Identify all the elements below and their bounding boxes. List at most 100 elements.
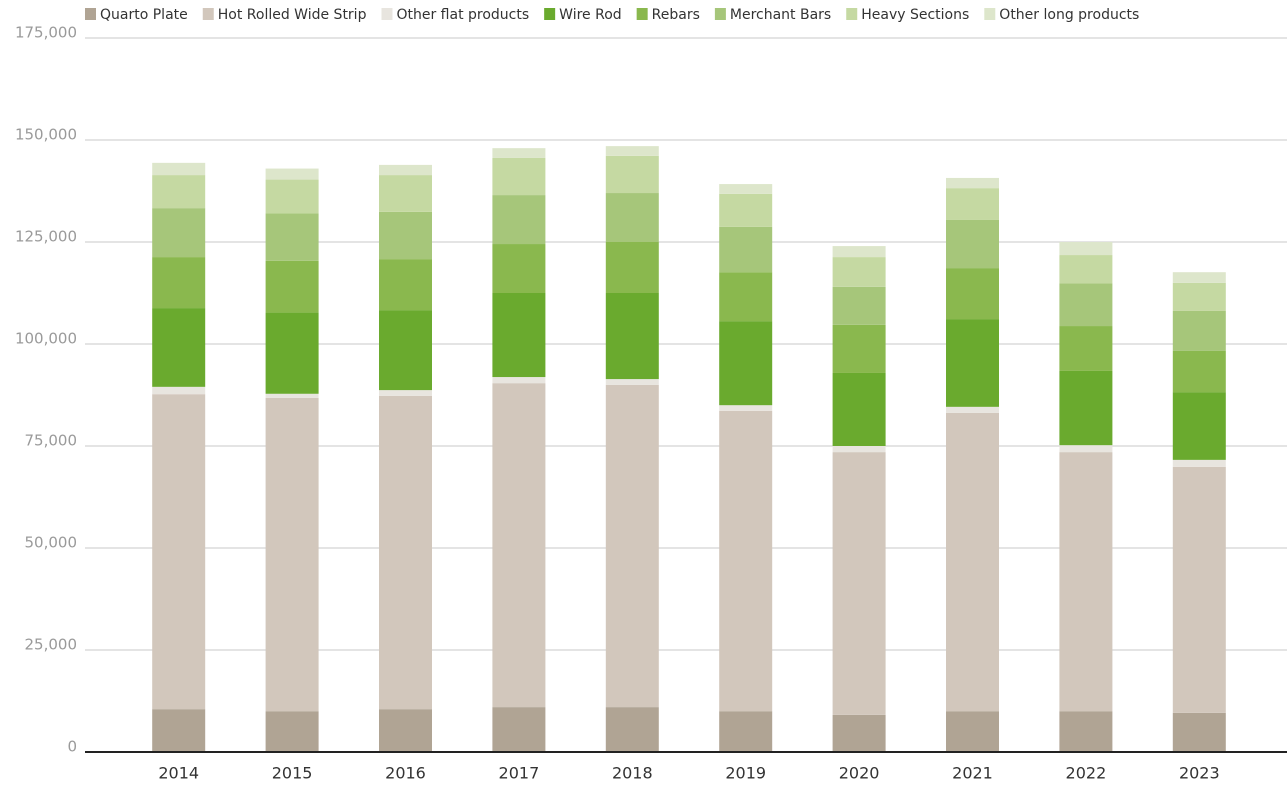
bar-segment bbox=[832, 257, 886, 287]
y-tick-label: 150,000 bbox=[15, 126, 77, 144]
bar-segment bbox=[492, 157, 546, 196]
bar-segment bbox=[946, 711, 999, 752]
bar-segment bbox=[152, 394, 206, 710]
bar-segment bbox=[379, 211, 432, 260]
bar-segment bbox=[605, 193, 659, 242]
legend-label: Other flat products bbox=[396, 7, 529, 23]
bar-segment bbox=[946, 177, 999, 189]
legend-swatch bbox=[381, 8, 393, 20]
bar-segment bbox=[1059, 242, 1113, 256]
bar-segment bbox=[1172, 350, 1226, 393]
x-tick-label: 2015 bbox=[272, 764, 313, 783]
bar-segment bbox=[265, 393, 319, 398]
bar-segment bbox=[379, 175, 432, 212]
bar-segment bbox=[379, 709, 432, 752]
bar-segment bbox=[379, 390, 432, 396]
bar-segment bbox=[605, 384, 659, 708]
bar-segment bbox=[719, 321, 773, 406]
bar-segment bbox=[265, 168, 319, 180]
bar-segment bbox=[265, 260, 319, 313]
bar-segment bbox=[1172, 466, 1226, 713]
bar-segment bbox=[1059, 326, 1113, 371]
bar-segment bbox=[152, 308, 206, 387]
y-tick-label: 25,000 bbox=[25, 636, 78, 654]
bar-segment bbox=[946, 406, 999, 413]
x-tick-label: 2022 bbox=[1066, 764, 1107, 783]
bar-segment bbox=[265, 397, 319, 712]
bar-segment bbox=[719, 405, 773, 411]
bar-segment bbox=[1059, 255, 1113, 284]
legend-label: Merchant Bars bbox=[730, 7, 831, 23]
bar-segment bbox=[152, 386, 206, 395]
y-tick-label: 75,000 bbox=[25, 432, 78, 450]
bar-segment bbox=[1172, 282, 1226, 311]
bar-segment bbox=[946, 188, 999, 220]
bar-segment bbox=[1172, 392, 1226, 460]
legend-label: Rebars bbox=[652, 7, 700, 23]
bar-segment bbox=[946, 412, 999, 712]
legend-label: Wire Rod bbox=[559, 7, 622, 23]
bar-segment bbox=[379, 310, 432, 391]
bar-segment bbox=[265, 213, 319, 261]
bar-segment bbox=[492, 377, 546, 384]
legend-swatch bbox=[984, 8, 996, 20]
bar-segment bbox=[379, 395, 432, 710]
legend-label: Quarto Plate bbox=[100, 7, 188, 23]
bar-segment bbox=[152, 257, 206, 309]
bar-segment bbox=[1172, 310, 1226, 351]
legend-swatch bbox=[544, 8, 556, 20]
bar-segment bbox=[719, 226, 773, 273]
bar-segment bbox=[1172, 272, 1226, 283]
legend-swatch bbox=[714, 8, 726, 20]
bar-segment bbox=[605, 707, 659, 752]
y-tick-label: 100,000 bbox=[15, 330, 77, 348]
bar-segment bbox=[492, 383, 546, 708]
x-tick-label: 2021 bbox=[952, 764, 993, 783]
y-tick-label: 175,000 bbox=[15, 24, 77, 42]
bar-segment bbox=[379, 164, 432, 176]
x-tick-label: 2018 bbox=[612, 764, 653, 783]
x-tick-label: 2023 bbox=[1179, 764, 1220, 783]
x-tick-label: 2019 bbox=[725, 764, 766, 783]
bar-segment bbox=[1059, 445, 1113, 453]
bar-segment bbox=[1172, 712, 1226, 752]
bar-segment bbox=[605, 242, 659, 293]
bar-segment bbox=[265, 711, 319, 752]
bar-segment bbox=[492, 148, 546, 158]
bar-segment bbox=[605, 379, 659, 385]
bar-segment bbox=[605, 293, 659, 380]
bar-segment bbox=[265, 312, 319, 394]
x-tick-label: 2016 bbox=[385, 764, 426, 783]
bar-segment bbox=[946, 268, 999, 320]
bar-segment bbox=[1059, 452, 1113, 712]
x-tick-label: 2020 bbox=[839, 764, 880, 783]
bar-segment bbox=[719, 410, 773, 712]
bar-segment bbox=[1059, 711, 1113, 752]
bar-segment bbox=[719, 193, 773, 227]
legend-label: Heavy Sections bbox=[861, 7, 969, 23]
bar-segment bbox=[152, 208, 206, 258]
y-tick-label: 50,000 bbox=[25, 534, 78, 552]
bar-segment bbox=[832, 372, 886, 446]
bar-segment bbox=[719, 272, 773, 322]
bar-segment bbox=[719, 711, 773, 752]
x-tick-label: 2017 bbox=[499, 764, 540, 783]
legend-swatch bbox=[846, 8, 858, 20]
legend-swatch bbox=[636, 8, 648, 20]
bar-segment bbox=[832, 286, 886, 325]
legend-swatch bbox=[85, 8, 96, 20]
bar-segment bbox=[492, 244, 546, 293]
bar-segment bbox=[379, 259, 432, 311]
bar-segment bbox=[832, 324, 886, 373]
bar-segment bbox=[832, 714, 886, 752]
bar-segment bbox=[492, 707, 546, 752]
bar-segment bbox=[1172, 459, 1226, 467]
bar-segment bbox=[1059, 283, 1113, 327]
x-tick-label: 2014 bbox=[158, 764, 199, 783]
bar-segment bbox=[832, 446, 886, 453]
bar-segment bbox=[946, 319, 999, 407]
bar-segment bbox=[605, 146, 659, 156]
bar-segment bbox=[832, 246, 886, 258]
bar-segment bbox=[265, 179, 319, 214]
